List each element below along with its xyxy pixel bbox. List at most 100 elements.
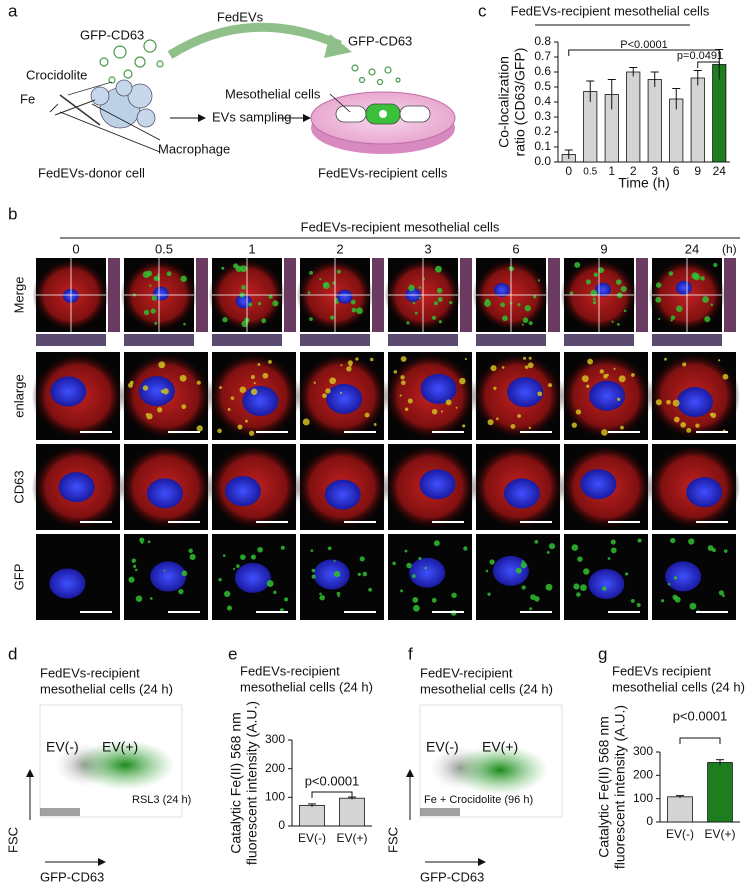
gfp-spot [157,407,163,413]
nucleus [676,387,713,418]
gfp-spot [189,553,196,561]
gfp-spot [284,597,289,602]
nucleus [235,294,252,309]
gfp-spot [487,592,491,596]
gfp-spot [501,366,505,369]
gfp-spot [431,408,438,415]
gfp-spot [546,550,550,554]
gfp-spot [529,607,533,611]
gfp-spot [433,301,438,306]
micrograph [212,534,296,620]
gfp-spot [362,571,368,577]
gfp-spot [146,413,153,420]
gfp-spot [682,362,687,367]
gfp-spot [336,269,341,274]
bottom-strip [564,334,634,346]
micrograph [32,258,120,346]
schematic-label: GFP-CD63 [80,27,144,42]
gfp-spot [617,397,621,401]
chart-title: FedEVs-recipient mesothelial cells [511,3,710,18]
gfp-spot [462,424,466,428]
gfp-spot [524,365,529,369]
side-strip [108,258,120,332]
gfp-spot [592,297,596,301]
gfp-spot [615,279,622,285]
gfp-spot [307,291,311,295]
y-tick-label: 0.4 [534,94,551,108]
nucleus [507,377,544,408]
micrograph [647,444,741,530]
p-value: p<0.0001 [305,773,360,788]
gfp-spot [431,597,437,603]
gfp-spot [406,562,412,569]
gfp-spot [707,545,714,551]
gfp-spot [487,419,494,426]
gfp-spot [435,265,442,273]
gfp-spot [574,261,581,268]
x-tick-label: 9 [694,164,701,178]
bottom-strip [36,334,106,346]
gfp-spot [250,554,257,560]
gfp-spot [340,391,343,394]
transfer-arrow [167,22,342,59]
microscopy-title: FedEVs-recipient mesothelial cells [301,219,500,234]
gfp-spot [722,594,725,598]
gfp-spot [311,568,316,573]
micrograph [564,534,648,620]
gfp-spot [528,426,532,430]
gfp-spot [592,300,597,305]
row-label: GFP [11,564,26,591]
gfp-spot [459,377,466,385]
panel-label: g [598,644,607,663]
x-axis-label: Time (h) [618,175,670,191]
y-axis-label: ratio (CD63/GFP) [512,48,528,157]
gfp-spot [440,410,443,413]
gfp-spot [154,276,160,282]
gfp-spot [179,374,187,382]
gfp-spot [408,284,415,292]
gfp-spot [134,568,138,572]
gfp-spot [232,567,236,570]
gfp-spot [248,430,255,436]
gfp-spot [183,322,186,326]
time-label: 9 [600,241,607,256]
gfp-spot [356,307,363,315]
gfp-spot [676,305,683,312]
gfp-spot [545,583,553,591]
y-axis-label: Catalytic Fe(II) 568 nm [596,716,612,858]
gfp-spot [636,602,641,608]
gfp-spot [257,363,261,366]
gfp-spot [587,358,594,365]
micrograph [384,258,472,346]
bar [626,71,641,163]
schematic-label: FedEVs-donor cell [38,165,145,180]
flow-title: FedEVs-recipient [40,665,140,680]
gfp-spot [163,569,166,572]
gfp-spot [515,567,522,574]
gfp-spot [655,399,662,406]
flow-title: FedEV-recipient [420,665,513,680]
schematic-label: FedEVs [217,9,264,24]
gfp-spot [607,557,611,560]
chart-title: FedEVs recipient [612,663,711,678]
significance-bracket [568,49,720,56]
micrograph [119,352,213,440]
gfp-spot [319,592,322,596]
bar [339,797,365,827]
macrophage [49,79,161,153]
treatment-label: RSL3 (24 h) [132,794,191,806]
gfp-spot [610,547,617,554]
micrograph [383,352,477,440]
y-tick-label: 0.1 [534,139,551,153]
gfp-spot [413,604,420,612]
gfp-spot [226,605,233,611]
gfp-spot [620,285,627,293]
gfp-spot [329,377,337,385]
gfp-spot [710,303,714,307]
gfp-spot [581,375,589,383]
gfp-spot [666,399,671,405]
gfp-spot [537,279,541,282]
micrograph [36,534,120,620]
nucleus [150,561,187,592]
gfp-spot [178,588,184,595]
